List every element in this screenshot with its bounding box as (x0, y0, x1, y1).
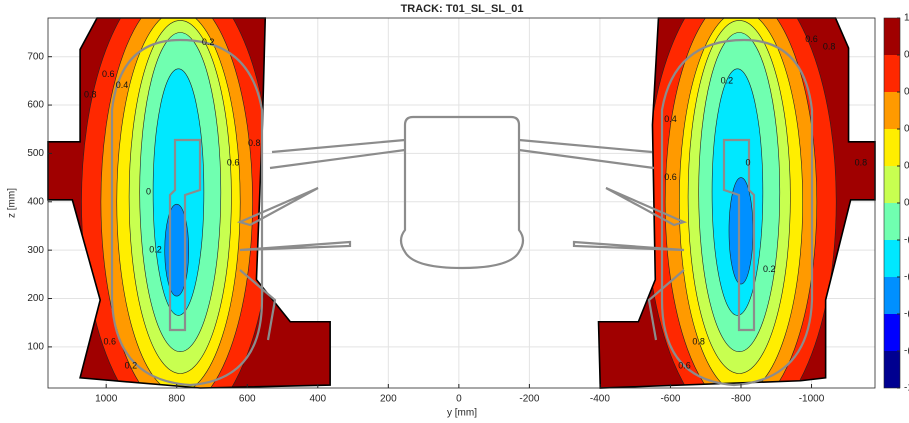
contour-label: 0 (746, 157, 751, 167)
contour-label: 0.8 (692, 336, 705, 346)
colorbar-cell (884, 277, 900, 314)
x-tick-label: -1000 (799, 394, 825, 405)
colorbar-tick-label: -( (904, 346, 909, 357)
x-tick-label: -600 (660, 394, 680, 405)
contour-group (646, 0, 836, 423)
contour-label: 0.6 (227, 157, 240, 167)
x-tick-label: -800 (731, 394, 751, 405)
colorbar-tick-label: -( (904, 235, 909, 246)
colorbar-tick-label: 1 (904, 13, 909, 24)
contour-label: 0.8 (84, 89, 97, 99)
contour-label: 0.8 (823, 41, 836, 51)
y-tick-label: 700 (27, 51, 44, 62)
colorbar-cell (884, 129, 900, 166)
colorbar-tick-label: -( (904, 309, 909, 320)
y-tick-label: 600 (27, 100, 44, 111)
colorbar-cell (884, 55, 900, 92)
contour-label: 0.4 (116, 80, 129, 90)
contour-label: 0 (146, 186, 151, 196)
colorbar-cell (884, 18, 900, 55)
chart: TRACK: T01_SL_SL_01 10008006004002000-20… (0, 0, 909, 423)
colorbar-cell (884, 203, 900, 240)
contour-label: 0.6 (103, 336, 116, 346)
contour-label: 0.6 (664, 172, 677, 182)
colorbar-tick-label: -1 (904, 383, 909, 394)
contour-label: 0.2 (721, 75, 734, 85)
contour-label: 0.6 (102, 69, 115, 79)
x-tick-label: 1000 (95, 394, 118, 405)
contour-fills (48, 0, 875, 423)
y-tick-label: 300 (27, 245, 44, 256)
contour-label: 0.8 (855, 157, 868, 167)
contour-label: 0.8 (248, 138, 261, 148)
y-tick-label: 200 (27, 293, 44, 304)
colorbar-cell (884, 351, 900, 388)
x-tick-label: 0 (456, 394, 462, 405)
colorbar-tick-label: 0 (904, 161, 909, 172)
colorbar-tick-label: 0 (904, 124, 909, 135)
y-axis-label: z [mm] (7, 188, 18, 218)
colorbar-tick-label: 0 (904, 198, 909, 209)
contour-label: 0.6 (805, 34, 818, 44)
contour-label: 0.2 (125, 361, 138, 371)
colorbar-tick-label: 0 (904, 50, 909, 61)
colorbar-cell (884, 240, 900, 277)
y-tick-label: 100 (27, 342, 44, 353)
colorbar-cell (884, 314, 900, 351)
contour-group (82, 0, 272, 423)
x-tick-label: 200 (380, 394, 397, 405)
contour-label: 0.2 (763, 264, 776, 274)
x-axis-label: y [mm] (447, 408, 477, 419)
colorbar-tick-label: -( (904, 272, 909, 283)
chart-title: TRACK: T01_SL_SL_01 (401, 3, 524, 15)
x-tick-label: -400 (590, 394, 610, 405)
contour-label: 0.4 (664, 114, 677, 124)
x-tick-label: -200 (519, 394, 539, 405)
x-tick-label: 600 (239, 394, 256, 405)
contour-label: 0.2 (149, 245, 162, 255)
y-tick-label: 500 (27, 148, 44, 159)
colorbar-cell (884, 92, 900, 129)
colorbar-tick-label: 0 (904, 87, 909, 98)
x-tick-label: 800 (168, 394, 185, 405)
contour-label: 0.2 (202, 37, 215, 47)
y-tick-label: 400 (27, 196, 44, 207)
colorbar-cell (884, 166, 900, 203)
x-tick-label: 400 (309, 394, 326, 405)
contour-label: 0.6 (678, 361, 691, 371)
